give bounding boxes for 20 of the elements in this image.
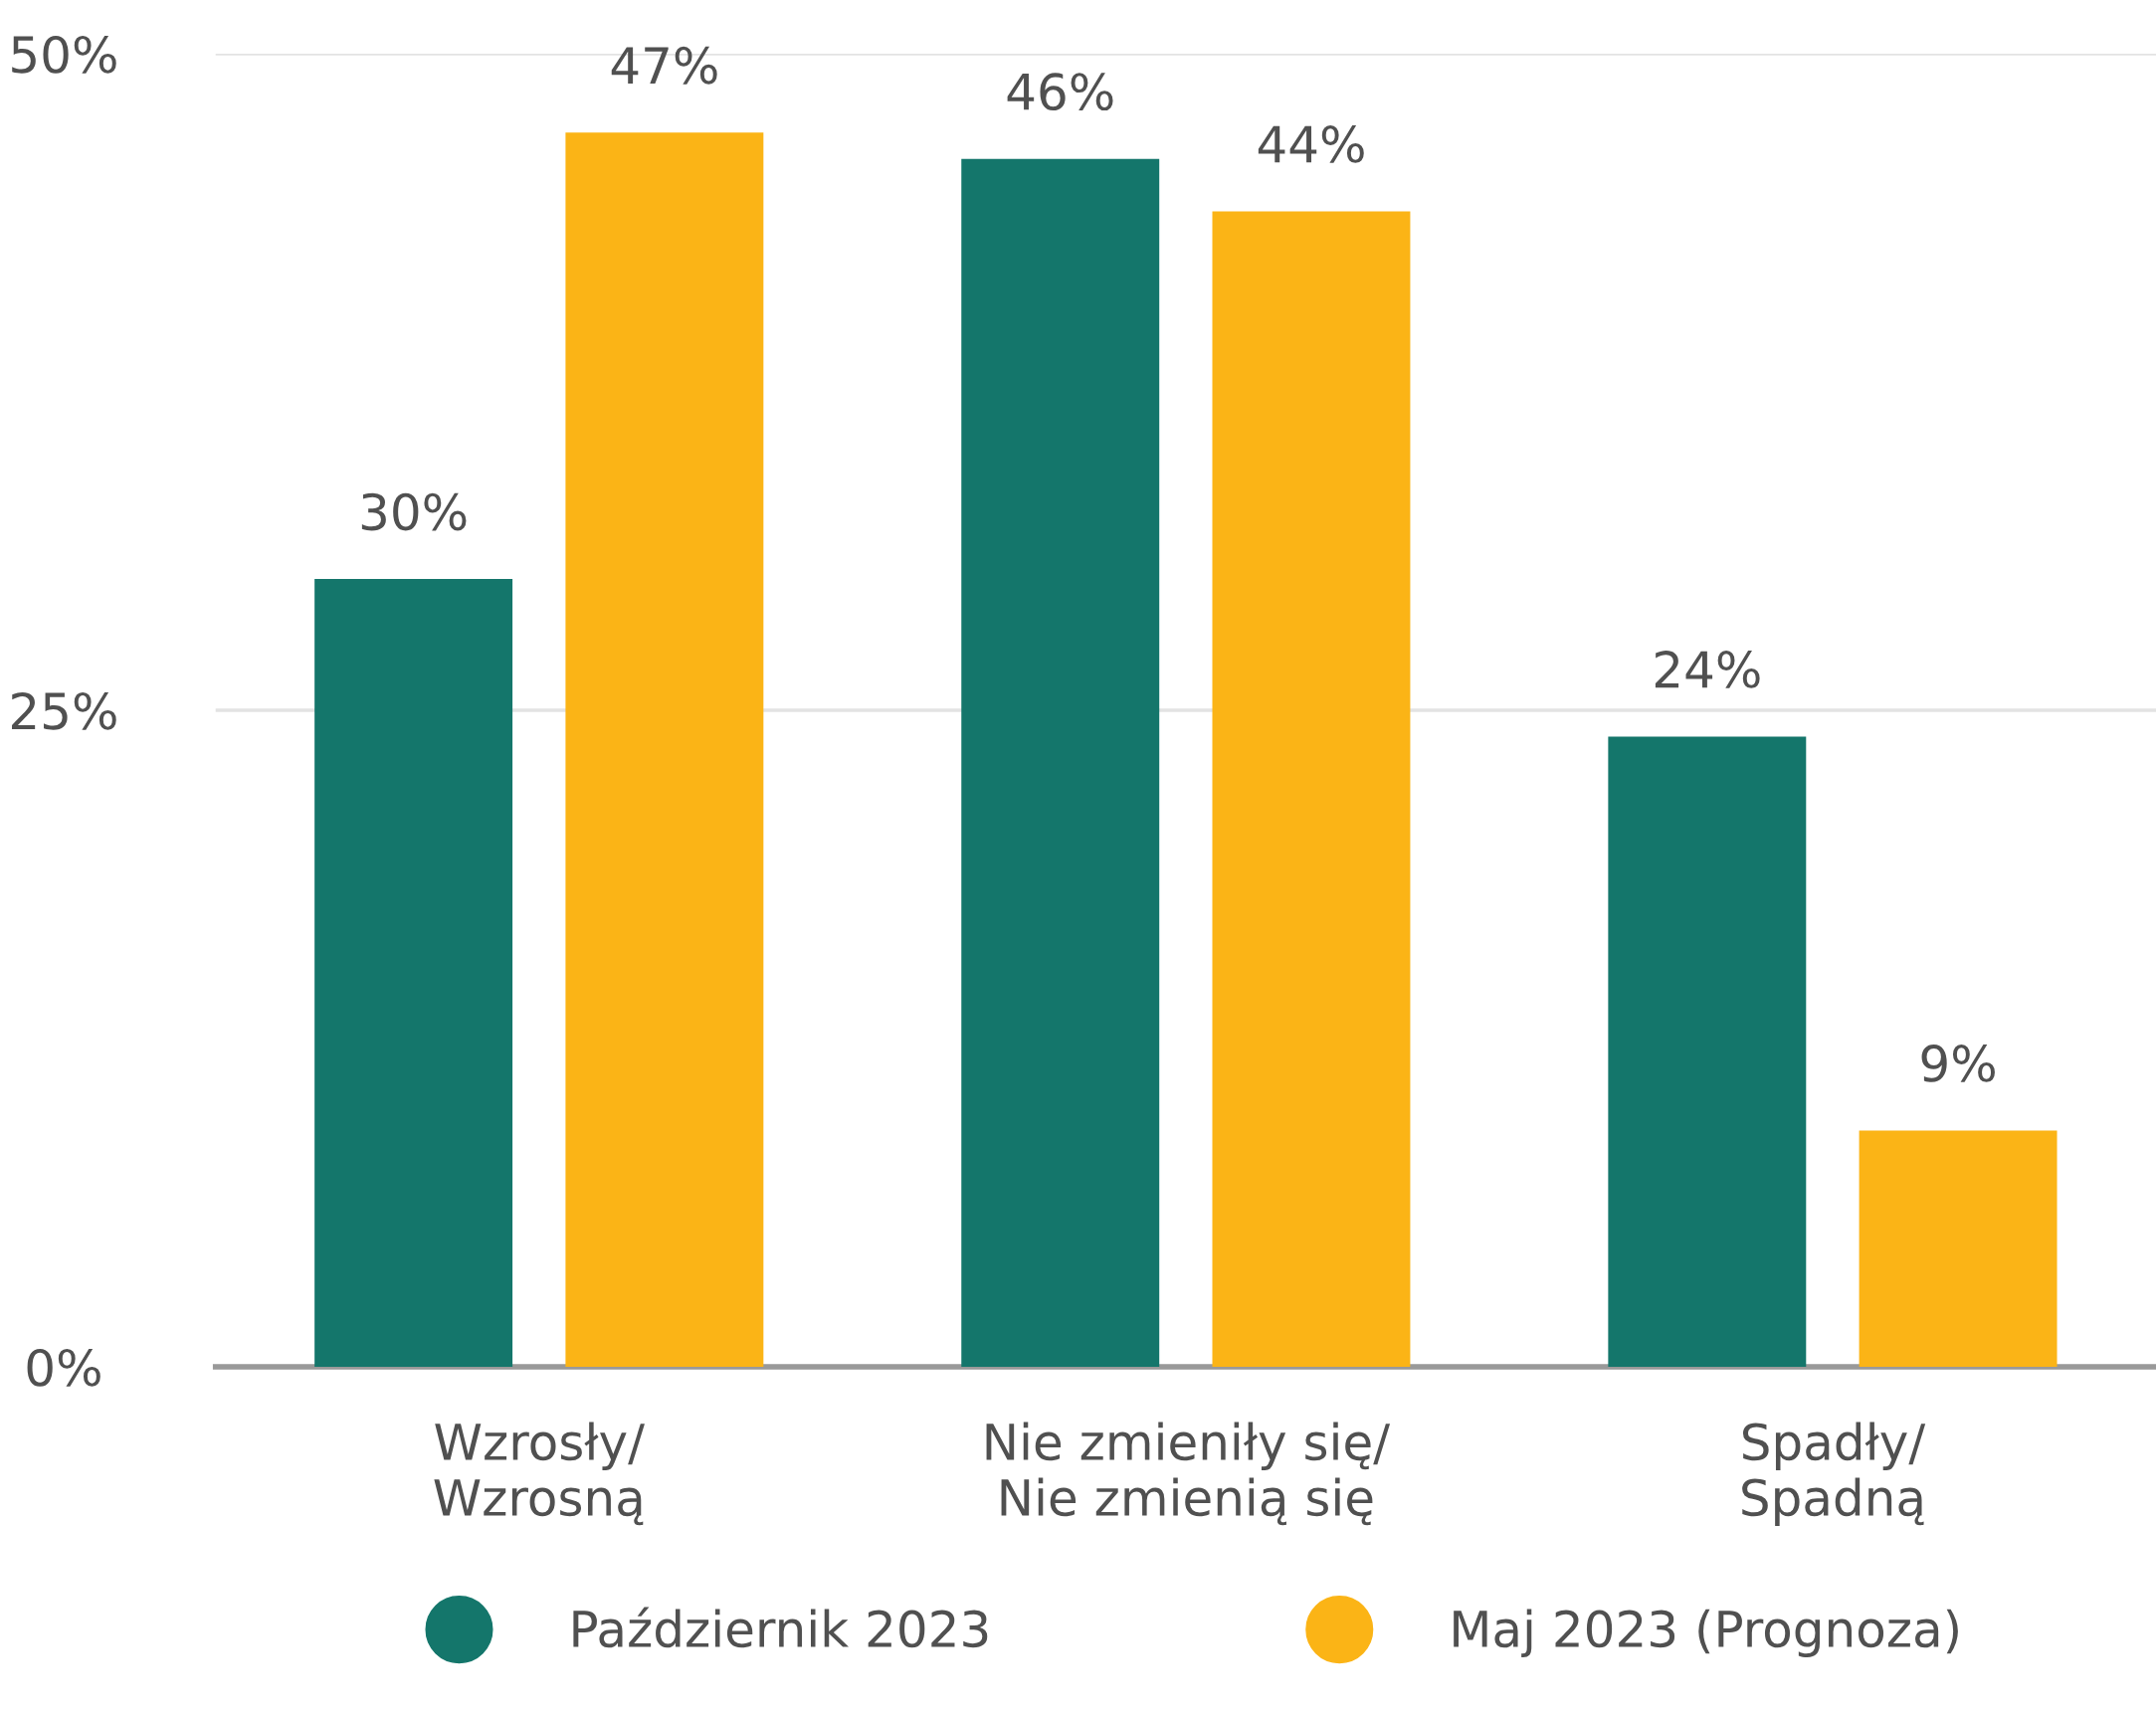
legend-label: Maj 2023 (Prognoza) [1454, 1609, 1958, 1657]
text: 47% [611, 46, 717, 85]
text: 46% [1007, 73, 1113, 111]
x-tick-label: Wzrosły/ Wzrosną [434, 1422, 645, 1526]
bar [314, 579, 513, 1368]
y-tick-label: 50% [12, 35, 116, 74]
x-tick-label: Nie zmieniły się/ Nie zmienią się [986, 1422, 1391, 1526]
bar [961, 158, 1160, 1368]
text: 24% [1655, 651, 1760, 688]
bar [1608, 736, 1807, 1368]
legend-label: Październik 2023 [573, 1607, 988, 1648]
text: 30% [361, 492, 467, 531]
bar [1859, 1130, 2058, 1368]
x-tick-label: Spadły/ Spadną [1742, 1422, 1926, 1526]
text: 9% [1921, 1045, 1995, 1082]
y-tick-label: 0% [27, 1348, 100, 1387]
bar [1212, 211, 1411, 1368]
text: 44% [1258, 125, 1364, 163]
bar [565, 132, 764, 1368]
y-tick-label: 25% [12, 691, 116, 730]
